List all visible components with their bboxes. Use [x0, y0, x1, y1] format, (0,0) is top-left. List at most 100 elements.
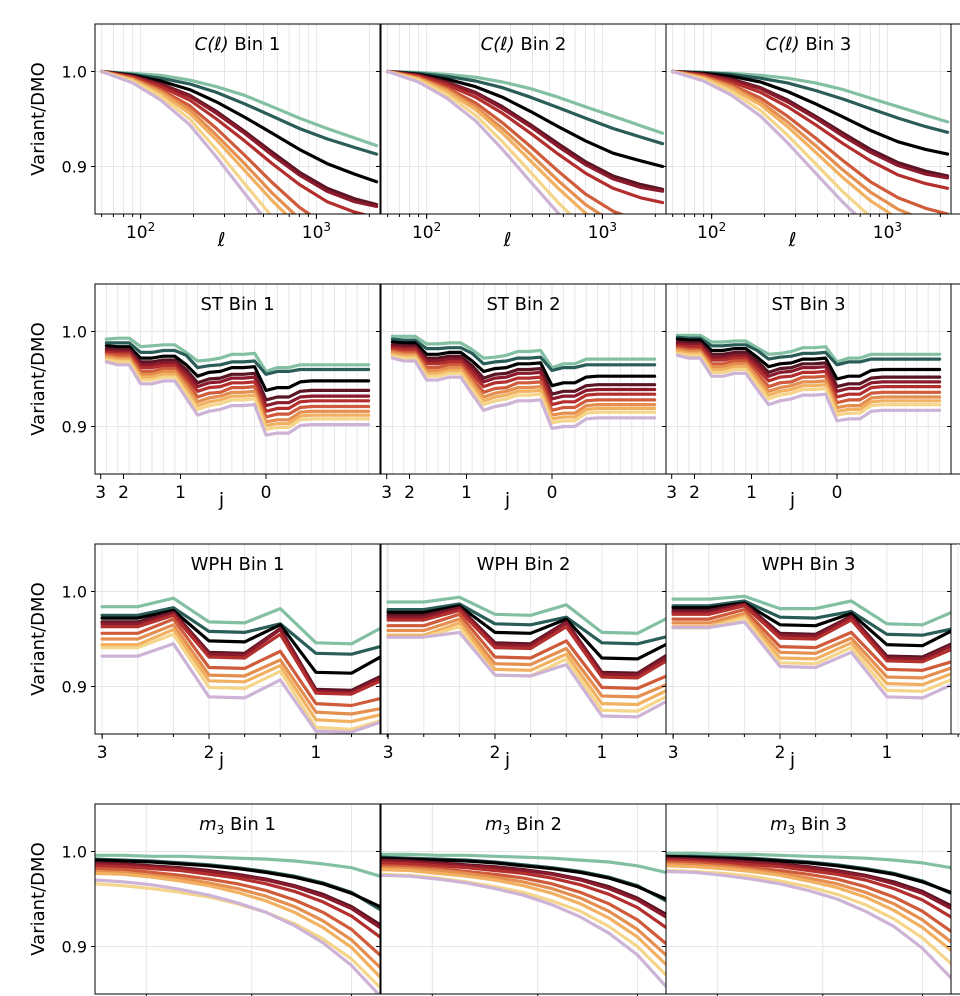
series-line-s9 [100, 627, 380, 724]
series-line-s9 [390, 352, 657, 421]
series-line-s6 [381, 861, 666, 930]
x-tick-label: 2 [404, 483, 415, 503]
x-tick-label: 3 [668, 743, 679, 763]
series-line-s4 [104, 347, 371, 402]
series-line-s2 [675, 335, 942, 367]
series-line-s8 [666, 862, 951, 944]
series-line-s5 [104, 348, 371, 408]
x-tick-exponent: 3 [609, 220, 617, 234]
series-line-s9 [386, 621, 666, 707]
series-group [381, 852, 666, 989]
series-group [95, 853, 380, 994]
panel-wph-2: 3 2 1 j WPH Bin 2 [377, 543, 674, 771]
series-group [390, 334, 657, 430]
x-tick-exponent: 2 [148, 220, 156, 234]
panel-title-symbol: C(ℓ) [766, 34, 800, 55]
x-tick-label: 3 [95, 483, 106, 503]
y-axis-label-m3: Variant/DMO [28, 842, 49, 955]
series-line-s11 [99, 69, 263, 214]
series-line-s9 [104, 356, 371, 428]
x-tick-label: 0 [261, 483, 272, 503]
series-line-s11 [666, 869, 951, 980]
series-line-s7 [100, 617, 380, 708]
series-line-s9 [666, 864, 951, 952]
x-axis-label: ℓ [788, 229, 797, 251]
series-line-s6 [671, 604, 951, 664]
panel-frame [94, 543, 381, 735]
panel-m3-2: m3 Bin 2 [377, 803, 667, 996]
series-line-s10 [104, 358, 371, 431]
panel-title: C(ℓ) Bin 3 [766, 34, 852, 55]
x-axis-label: j [789, 489, 795, 511]
series-line-s3 [104, 344, 371, 392]
panel-st-1: 0.9 1.0 3 2 1 0 j ST Bin 1 [62, 283, 381, 511]
panel-frame [94, 803, 381, 995]
series-line-s11 [95, 878, 380, 994]
series-line-s8 [104, 354, 371, 424]
grid [381, 284, 666, 474]
grid [95, 804, 380, 994]
series-line-s10 [670, 69, 870, 214]
panel-frame [94, 23, 381, 215]
series-line-s1 [675, 333, 942, 364]
series-line-s10 [386, 69, 573, 214]
series-line-s8 [671, 611, 951, 680]
series-line-s5 [675, 342, 942, 393]
series-line-s7 [666, 860, 951, 933]
series-line-s10 [99, 69, 272, 214]
series-group [386, 69, 665, 214]
series-line-s5 [386, 606, 666, 677]
y-tick-label: 1.0 [62, 323, 87, 342]
panel-cl-2: 102 103 ℓ C(ℓ) Bin 2 [377, 23, 667, 251]
y-tick-label: 0.9 [62, 938, 87, 957]
series-line-s6 [675, 344, 942, 399]
series-line-s10 [390, 354, 657, 425]
x-axis-label: ℓ [217, 229, 226, 251]
series-line-s11 [104, 360, 371, 437]
series-line-s2 [99, 69, 379, 156]
x-tick-label: 102 [126, 220, 155, 243]
series-line-s8 [390, 350, 657, 417]
series-line-s2 [390, 337, 657, 373]
series-line-s8 [381, 866, 666, 957]
panel-title-symbol: m [199, 814, 217, 835]
panel-title-text: Bin 1 [224, 814, 276, 835]
series-line-s3 [386, 604, 666, 661]
series-line-s9 [381, 867, 666, 967]
x-tick-label: 103 [588, 220, 617, 243]
y-tick-label: 0.9 [62, 158, 87, 177]
grid [666, 24, 951, 214]
series-line-s1 [666, 851, 951, 870]
series-line-s3 [95, 858, 380, 909]
panel-cl-1: 0.9 1.0 102 103 ℓ C(ℓ) Bin 1 [62, 23, 381, 251]
series-line-s1 [386, 595, 666, 635]
series-line-s7 [675, 346, 942, 405]
series-line-s11 [670, 69, 858, 214]
x-tick-label: 102 [412, 220, 441, 243]
series-line-s1 [100, 596, 380, 646]
x-tick-label: 2 [775, 743, 786, 763]
series-group [100, 596, 380, 734]
panel-title-text: Bin 3 [795, 814, 847, 835]
x-tick-label: 102 [697, 220, 726, 243]
series-line-s8 [386, 617, 666, 699]
x-tick-label: 1 [461, 483, 472, 503]
series-line-s9 [675, 349, 942, 413]
series-line-s11 [381, 873, 666, 989]
series-line-s2 [386, 602, 666, 646]
series-line-s3 [390, 340, 657, 388]
series-line-s5 [100, 611, 380, 694]
series-line-s9 [386, 69, 590, 214]
y-tick-label: 0.9 [62, 678, 87, 697]
panel-title: ST Bin 3 [771, 294, 845, 315]
series-line-s10 [675, 351, 942, 417]
panel-title-symbol: C(ℓ) [481, 34, 515, 55]
series-line-s6 [666, 858, 951, 919]
series-line-s11 [100, 642, 380, 734]
series-line-s11 [675, 353, 942, 423]
series-line-s2 [671, 599, 951, 637]
series-line-s6 [100, 613, 380, 696]
panel-m3-3: m3 Bin 3 [662, 803, 952, 996]
y-axis-label-cl: Variant/DMO [28, 62, 49, 175]
y-tick-label: 1.0 [62, 843, 87, 862]
